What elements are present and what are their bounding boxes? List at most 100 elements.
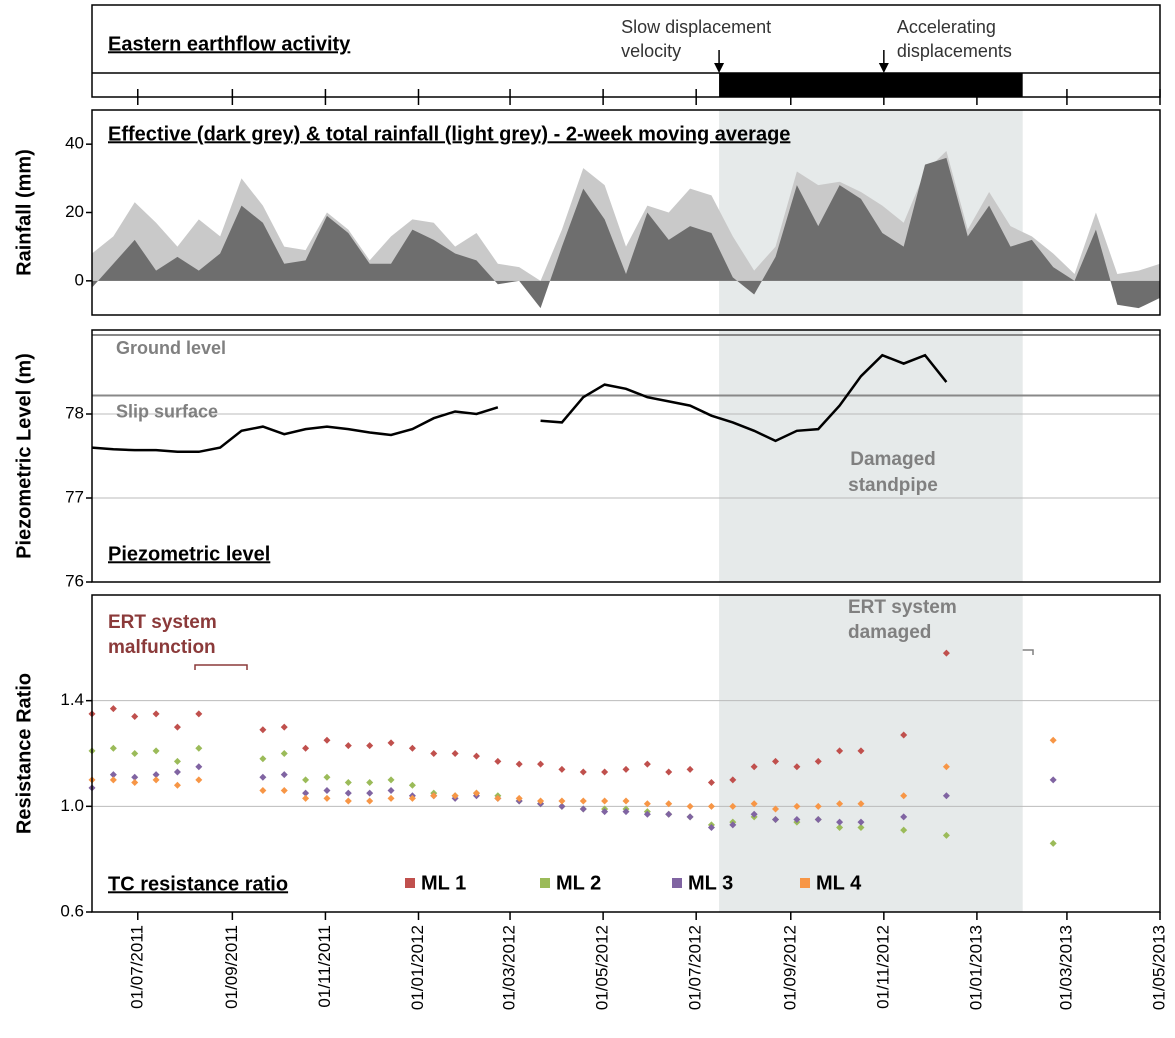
data-point — [836, 823, 844, 831]
data-point — [323, 794, 331, 802]
data-point — [601, 797, 609, 805]
x-tick-label: 01/01/2012 — [408, 925, 427, 1010]
data-point — [579, 768, 587, 776]
annotation: displacements — [897, 41, 1012, 61]
legend-swatch — [405, 878, 415, 888]
data-point — [665, 768, 673, 776]
panel-title: TC resistance ratio — [108, 873, 288, 895]
data-point — [131, 750, 139, 757]
data-point — [857, 818, 865, 826]
legend-swatch — [672, 878, 682, 888]
data-point — [707, 823, 715, 831]
data-point — [472, 752, 480, 760]
y-tick-label: 0.6 — [60, 901, 84, 920]
data-point — [729, 802, 737, 810]
data-point — [942, 649, 950, 657]
data-point — [131, 779, 139, 787]
y-tick-label: 76 — [65, 571, 84, 590]
data-point — [857, 747, 865, 755]
data-point — [601, 808, 609, 816]
data-point — [1049, 736, 1057, 744]
panel-title: Effective (dark grey) & total rainfall (… — [108, 123, 790, 145]
y-tick-label: 78 — [65, 403, 84, 422]
data-point — [280, 786, 288, 794]
data-point — [302, 794, 310, 802]
data-point — [131, 713, 139, 721]
data-point — [942, 831, 950, 839]
rainfall-area — [92, 157, 1160, 309]
data-point — [302, 789, 310, 797]
data-point — [387, 786, 395, 794]
data-point — [579, 797, 587, 805]
x-tick-label: 01/07/2011 — [127, 925, 146, 1009]
x-tick-label: 01/01/2013 — [966, 925, 985, 1010]
y-axis-label: Rainfall (mm) — [13, 149, 35, 276]
data-point — [173, 723, 181, 731]
x-tick-label: 01/09/2012 — [780, 925, 799, 1010]
data-point — [750, 763, 758, 771]
data-point — [366, 797, 374, 805]
annotation: velocity — [621, 41, 681, 61]
y-axis-label: Resistance Ratio — [13, 673, 35, 834]
data-point — [942, 792, 950, 800]
data-point — [579, 805, 587, 813]
data-point — [942, 763, 950, 771]
data-point — [280, 750, 288, 757]
legend-label: ML 2 — [556, 872, 601, 894]
data-point — [515, 760, 523, 768]
annotation-arrowhead — [714, 63, 725, 73]
data-point — [814, 757, 822, 765]
y-tick-label: 1.4 — [60, 690, 84, 709]
data-point — [451, 750, 459, 757]
data-point — [622, 808, 630, 816]
data-point — [558, 765, 566, 773]
data-point — [366, 742, 374, 750]
data-point — [302, 744, 310, 752]
legend-swatch — [800, 878, 810, 888]
data-point — [601, 768, 609, 776]
data-point — [686, 802, 694, 810]
data-point — [195, 763, 203, 771]
data-point — [344, 742, 352, 750]
data-point — [707, 802, 715, 810]
data-point — [152, 710, 160, 718]
data-point — [344, 797, 352, 805]
data-point — [152, 771, 160, 779]
annotation: damaged — [848, 622, 931, 643]
data-point — [750, 810, 758, 818]
data-point — [451, 792, 459, 800]
data-point — [109, 771, 117, 779]
data-point — [387, 739, 395, 747]
data-point — [387, 776, 395, 784]
data-point — [323, 736, 331, 744]
panel-border — [91, 329, 1161, 583]
panel-title: Piezometric level — [108, 543, 270, 565]
reference-label: Slip surface — [116, 401, 218, 421]
panel-border — [91, 594, 1161, 913]
reference-label: Ground level — [116, 338, 226, 358]
panel-border — [91, 109, 1161, 316]
bracket — [194, 664, 248, 670]
x-tick-label: 01/07/2012 — [686, 925, 705, 1010]
data-point — [259, 773, 267, 781]
data-point — [622, 797, 630, 805]
highlight-period — [719, 330, 1023, 582]
data-point — [323, 773, 331, 781]
data-point — [900, 792, 908, 800]
data-point — [280, 771, 288, 779]
annotation: ERT system — [108, 612, 217, 633]
data-point — [173, 781, 181, 789]
data-point — [366, 789, 374, 797]
data-point — [152, 776, 160, 784]
y-axis-label: Piezometric Level (m) — [13, 353, 35, 559]
legend-label: ML 4 — [816, 872, 862, 894]
data-point — [494, 757, 502, 765]
x-tick-label: 01/11/2012 — [873, 925, 892, 1009]
data-point — [750, 800, 758, 808]
data-point — [643, 760, 651, 768]
data-point — [836, 800, 844, 808]
x-tick-label: 01/09/2011 — [222, 925, 241, 1009]
data-point — [772, 816, 780, 824]
data-point — [109, 705, 117, 713]
